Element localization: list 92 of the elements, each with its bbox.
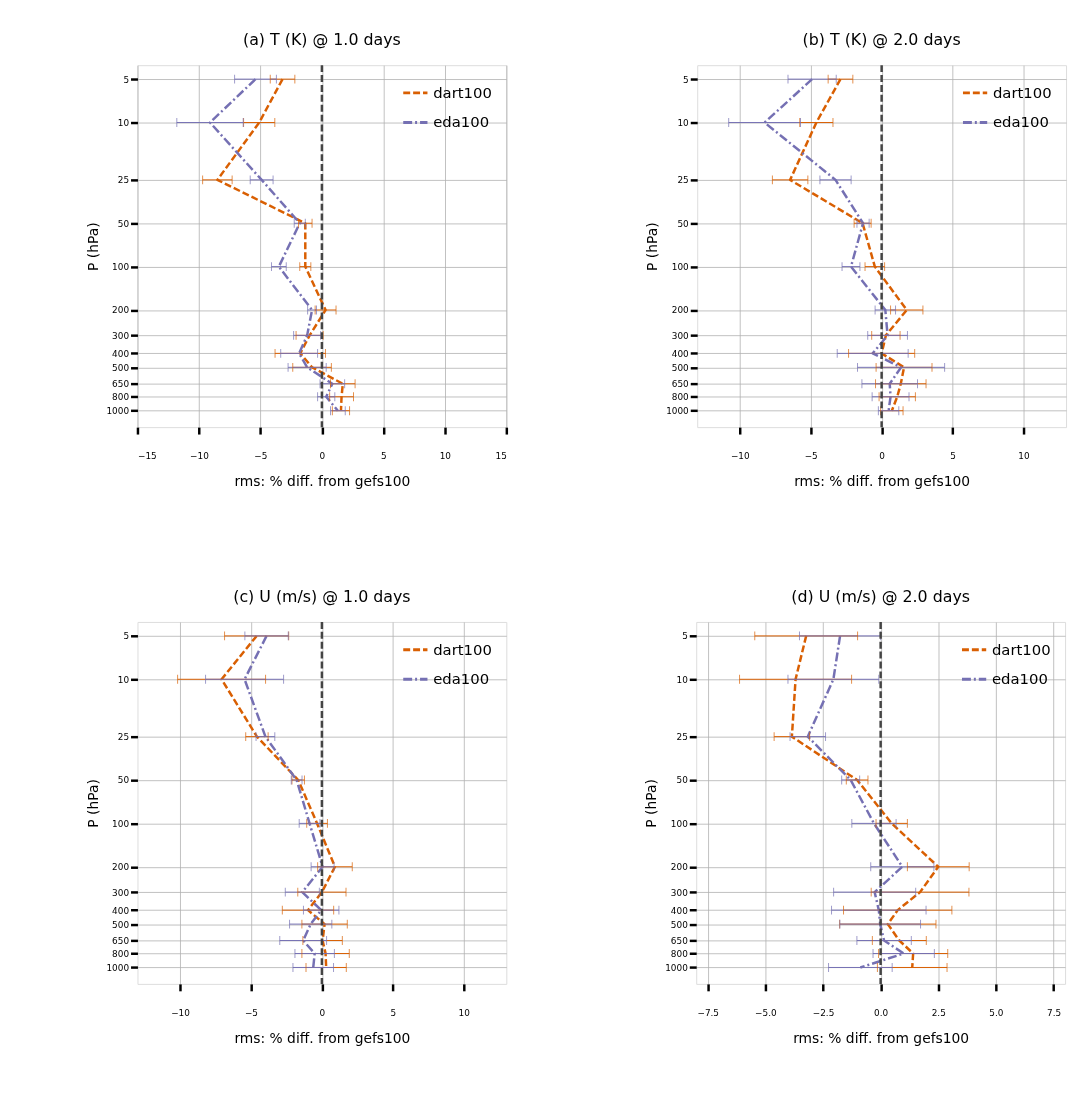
y-tick-label: 300	[112, 330, 130, 341]
y-tick-label: 500	[112, 919, 130, 930]
y-axis-title: P (hPa)	[644, 222, 661, 271]
legend-label: dart100	[433, 83, 492, 101]
x-axis-title: rms: % diff. from gefs100	[793, 1029, 970, 1046]
x-axis-title: rms: % diff. from gefs100	[794, 472, 971, 489]
x-tick-label: −15	[137, 451, 157, 462]
x-tick-label: 5.0	[989, 1008, 1004, 1019]
x-tick-label: 5	[950, 451, 956, 462]
x-tick-label: 15	[495, 451, 507, 462]
x-tick-label: 2.5	[931, 1008, 946, 1019]
y-tick-label: 300	[670, 887, 689, 898]
y-tick-label: 10	[676, 674, 689, 685]
x-tick-label: −2.5	[812, 1008, 835, 1019]
y-tick-label: 650	[112, 935, 130, 946]
chart-title: (a) T (K) @ 1.0 days	[242, 30, 401, 50]
y-tick-label: 650	[112, 379, 130, 390]
x-tick-label: −5.0	[755, 1008, 777, 1019]
y-tick-label: 50	[676, 775, 689, 786]
y-tick-label: 200	[671, 305, 690, 316]
legend-label: eda100	[433, 113, 490, 131]
y-tick-label: 1000	[106, 962, 130, 973]
y-tick-label: 50	[677, 218, 690, 229]
y-tick-label: 10	[117, 117, 130, 128]
y-tick-label: 800	[671, 392, 690, 403]
x-tick-label: 10	[439, 451, 452, 462]
x-tick-label: −5	[804, 451, 818, 462]
x-tick-label: 5	[390, 1008, 397, 1019]
y-tick-label: 200	[112, 305, 130, 316]
y-tick-label: 400	[112, 348, 130, 359]
y-tick-label: 400	[671, 348, 690, 359]
x-tick-label: 0	[319, 451, 326, 462]
y-tick-label: 50	[117, 218, 130, 229]
legend-label: dart100	[991, 640, 1051, 658]
legend-label: dart100	[992, 83, 1052, 101]
x-tick-label: −5	[244, 1008, 259, 1019]
y-tick-label: 100	[670, 818, 689, 829]
y-tick-label: 800	[112, 392, 130, 403]
x-tick-label: −5	[254, 451, 268, 462]
y-tick-label: 200	[670, 862, 689, 873]
x-tick-label: 5	[381, 451, 387, 462]
y-tick-label: 5	[682, 631, 688, 642]
y-tick-label: 10	[117, 674, 130, 685]
x-tick-label: 7.5	[1046, 1008, 1062, 1019]
y-tick-label: 800	[112, 948, 130, 959]
x-tick-label: 0.0	[874, 1008, 889, 1019]
y-tick-label: 50	[117, 775, 130, 786]
x-axis-title: rms: % diff. from gefs100	[234, 472, 411, 489]
legend-label: eda100	[992, 113, 1049, 131]
y-axis-title: P (hPa)	[84, 779, 101, 828]
y-tick-label: 5	[123, 74, 130, 85]
x-tick-label: −10	[171, 1008, 191, 1019]
x-tick-label: 10	[458, 1008, 471, 1019]
x-tick-label: 0	[319, 1008, 326, 1019]
y-tick-label: 1000	[106, 406, 130, 417]
y-tick-label: 500	[112, 362, 130, 373]
x-tick-label: −7.5	[697, 1008, 720, 1019]
y-tick-label: 25	[676, 732, 688, 743]
y-tick-label: 100	[112, 262, 130, 273]
y-axis-title: P (hPa)	[84, 222, 101, 271]
chart-title: (b) T (K) @ 2.0 days	[802, 30, 961, 50]
y-tick-label: 100	[112, 818, 130, 829]
legend-label: eda100	[433, 670, 490, 688]
legend-label: dart100	[433, 640, 492, 658]
x-tick-label: −10	[730, 451, 750, 462]
y-tick-label: 200	[112, 862, 130, 873]
x-tick-label: 0	[879, 451, 886, 462]
y-tick-label: 1000	[665, 962, 689, 973]
y-tick-label: 25	[677, 175, 689, 186]
y-tick-label: 500	[671, 362, 690, 373]
x-axis-title: rms: % diff. from gefs100	[234, 1029, 411, 1046]
chart-title: (c) U (m/s) @ 1.0 days	[233, 586, 411, 606]
y-tick-label: 300	[112, 887, 130, 898]
y-tick-label: 400	[670, 905, 689, 916]
y-tick-label: 25	[117, 175, 130, 186]
y-tick-label: 5	[683, 74, 689, 85]
y-tick-label: 10	[677, 117, 690, 128]
y-tick-label: 5	[123, 631, 130, 642]
y-tick-label: 800	[670, 948, 689, 959]
y-tick-label: 100	[671, 262, 690, 273]
y-tick-label: 500	[670, 919, 689, 930]
y-tick-label: 25	[117, 732, 130, 743]
chart-title: (d) U (m/s) @ 2.0 days	[791, 586, 970, 606]
y-tick-label: 1000	[666, 406, 690, 417]
legend-label: eda100	[991, 670, 1048, 688]
y-tick-label: 650	[670, 935, 689, 946]
y-tick-label: 650	[671, 379, 690, 390]
y-axis-title: P (hPa)	[643, 779, 660, 828]
y-tick-label: 400	[112, 905, 130, 916]
x-tick-label: 10	[1018, 451, 1030, 462]
x-tick-label: −10	[190, 451, 210, 462]
y-tick-label: 300	[671, 330, 690, 341]
